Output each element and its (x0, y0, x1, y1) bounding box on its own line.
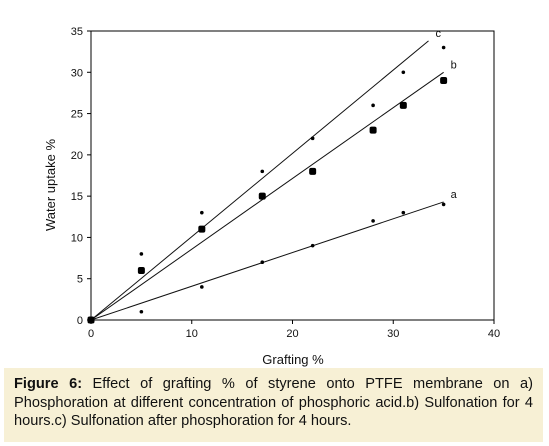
y-tick-label: 20 (71, 150, 83, 162)
series-label-a: a (451, 189, 458, 201)
plot-border (90, 30, 495, 321)
y-axis-label: Water uptake % (43, 139, 58, 231)
data-point-b (309, 167, 317, 175)
data-point-c (441, 45, 446, 50)
data-point-c (200, 210, 204, 215)
series-label-c: c (436, 28, 442, 40)
figure-caption: Figure 6: Effect of grafting % of styren… (4, 368, 543, 442)
data-point-c (139, 252, 144, 256)
chart: 0 10 20 30 40 0 5 10 15 20 25 30 35 a b c Grafting % W… (43, 26, 500, 367)
data-point-a (371, 219, 375, 223)
x-tick-label: 10 (186, 328, 198, 340)
trendline-a (90, 201, 444, 321)
trendline-c (90, 40, 429, 321)
y-tick-label: 0 (77, 315, 83, 327)
data-point-a (441, 202, 446, 207)
data-point-c (260, 169, 265, 174)
data-point-b (369, 126, 377, 134)
x-tick-label: 30 (387, 328, 399, 340)
trendline-b (90, 71, 444, 321)
tick-labels: 0 10 20 30 40 0 5 10 15 20 25 30 35 (71, 26, 500, 340)
plot-area (87, 30, 495, 324)
data-point-a (260, 260, 265, 265)
x-axis-label: Grafting % (262, 352, 324, 367)
y-tick-label: 15 (71, 191, 83, 203)
y-tick-label: 10 (71, 232, 83, 244)
y-tick-label: 35 (71, 26, 83, 38)
data-point-c (371, 103, 375, 108)
data-point-a (200, 285, 204, 289)
data-point-a (401, 210, 406, 215)
x-tick-label: 0 (88, 328, 94, 340)
y-tick-label: 25 (71, 109, 83, 121)
figure-caption-text: Effect of grafting % of styrene onto PTF… (14, 376, 533, 429)
data-point-c (401, 70, 406, 75)
y-tick-label: 5 (77, 274, 83, 286)
x-tick-label: 20 (286, 328, 298, 340)
data-point-b (440, 77, 448, 85)
data-point-c (89, 318, 93, 322)
series-label-b: b (451, 59, 457, 71)
series-labels: a b c (436, 28, 458, 201)
x-tick-label: 40 (488, 328, 500, 340)
data-point-b (137, 266, 145, 274)
figure-label: Figure 6: (14, 376, 83, 392)
data-point-b (198, 225, 206, 233)
data-point-b (258, 192, 266, 200)
data-points (87, 45, 448, 324)
data-point-a (139, 309, 144, 314)
trendlines (90, 40, 444, 321)
data-point-b (399, 101, 407, 109)
data-point-a (310, 243, 315, 248)
y-tick-label: 30 (71, 67, 83, 79)
data-point-c (310, 136, 315, 141)
